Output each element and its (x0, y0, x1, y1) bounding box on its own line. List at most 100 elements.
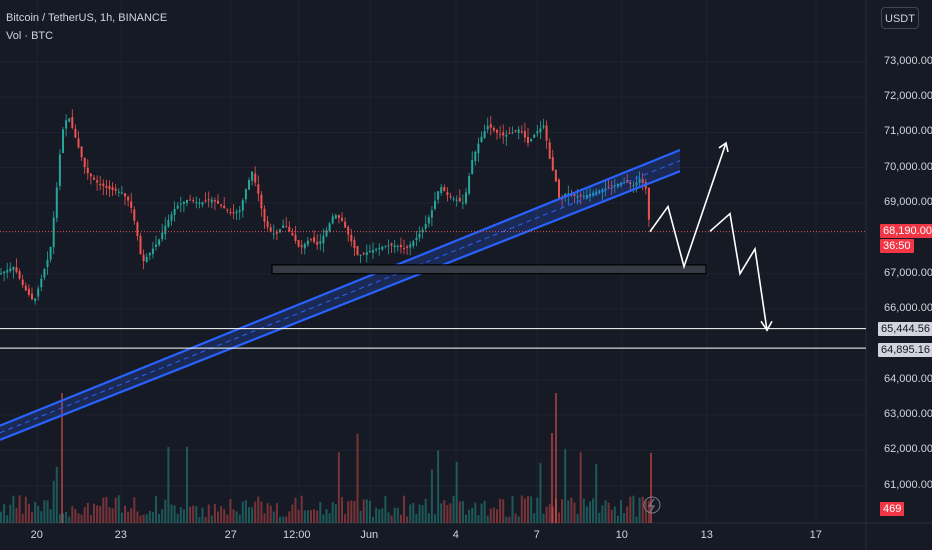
volume-bar (375, 507, 378, 523)
candle (151, 248, 154, 254)
candle (220, 204, 223, 206)
candle (244, 189, 247, 200)
candle (378, 247, 381, 249)
volume-bar (195, 506, 198, 523)
volume-bar (533, 513, 536, 523)
candle (558, 179, 560, 198)
candle (6, 270, 9, 273)
candle (288, 226, 291, 232)
symbol-legend: Bitcoin / TetherUS, 1h, BINANCE (6, 12, 168, 24)
level-upper-tag: 65,444.56 (878, 322, 932, 336)
volume-bar (272, 511, 275, 523)
candle (136, 222, 139, 237)
volume-bar (235, 511, 238, 523)
candle (356, 246, 359, 255)
price-tick-label: 72,000.00 (884, 90, 932, 102)
volume-bar (427, 513, 430, 523)
candle (223, 205, 226, 209)
volume-bar (266, 503, 269, 523)
currency-button[interactable]: USDT (881, 7, 919, 29)
candle (554, 170, 557, 182)
candle (489, 124, 492, 128)
volume-bar (114, 497, 117, 523)
candle (511, 132, 514, 134)
candle (579, 194, 582, 196)
volume-bar (37, 506, 40, 523)
candle (102, 183, 105, 187)
candle (96, 180, 99, 183)
candle (145, 256, 148, 263)
volume-bar (158, 514, 161, 523)
level-lower-tag: 64,895.16 (878, 343, 932, 357)
volume-bar (489, 508, 492, 523)
candle (217, 200, 219, 204)
volume-bar (244, 500, 247, 523)
volume-bar (251, 507, 254, 523)
volume-bar (89, 515, 92, 523)
candle (279, 229, 281, 233)
candle (213, 200, 216, 202)
candle (58, 154, 61, 186)
candle (55, 187, 58, 219)
volume-bar (291, 504, 294, 523)
candle (461, 202, 464, 204)
volume-bar (260, 501, 263, 523)
volume-bar (120, 512, 123, 523)
candle (638, 178, 641, 183)
candle (446, 192, 449, 196)
candle (613, 185, 616, 187)
candle (83, 157, 86, 168)
volume-bar (55, 466, 58, 523)
candle (43, 268, 46, 278)
volume-bar (393, 507, 396, 523)
candle (120, 192, 123, 194)
volume-bar (207, 504, 210, 523)
candle (93, 177, 95, 180)
candle (548, 142, 551, 159)
candle (173, 209, 176, 215)
candle (80, 146, 83, 158)
volume-bar (421, 505, 424, 523)
volume-bar (399, 514, 402, 523)
candle (18, 271, 21, 279)
time-tick-label: 20 (30, 529, 43, 541)
candle (396, 246, 399, 248)
candle (325, 230, 328, 237)
candle (186, 200, 188, 203)
candle (347, 226, 350, 235)
candle (530, 138, 533, 142)
candle (471, 160, 474, 175)
time-tick-label: 10 (615, 529, 628, 541)
candle (499, 133, 502, 135)
volume-bar (130, 508, 133, 523)
candle (505, 134, 508, 137)
candle (198, 202, 201, 205)
candle (437, 191, 440, 200)
volume-bar (3, 504, 6, 523)
volume-bar (558, 512, 560, 523)
candle (49, 246, 52, 260)
candle (124, 193, 126, 197)
volume-bar (74, 509, 77, 523)
volume-bar (179, 507, 182, 523)
candle (496, 130, 498, 133)
volume-bar (164, 499, 167, 523)
candle (182, 201, 185, 204)
volume-bar (18, 495, 21, 523)
volume-legend: Vol · BTC (6, 30, 54, 42)
volume-bar (592, 498, 595, 523)
candle (3, 271, 6, 274)
time-tick-label: 13 (700, 529, 713, 541)
volume-bar (328, 513, 331, 523)
volume-bar (629, 496, 632, 523)
candle (517, 129, 520, 133)
time-tick-label: 4 (452, 529, 459, 541)
time-tick-label: 23 (114, 529, 127, 541)
candle (117, 191, 120, 193)
volume-bar (238, 514, 241, 523)
candle (483, 131, 486, 138)
candle (523, 131, 526, 138)
